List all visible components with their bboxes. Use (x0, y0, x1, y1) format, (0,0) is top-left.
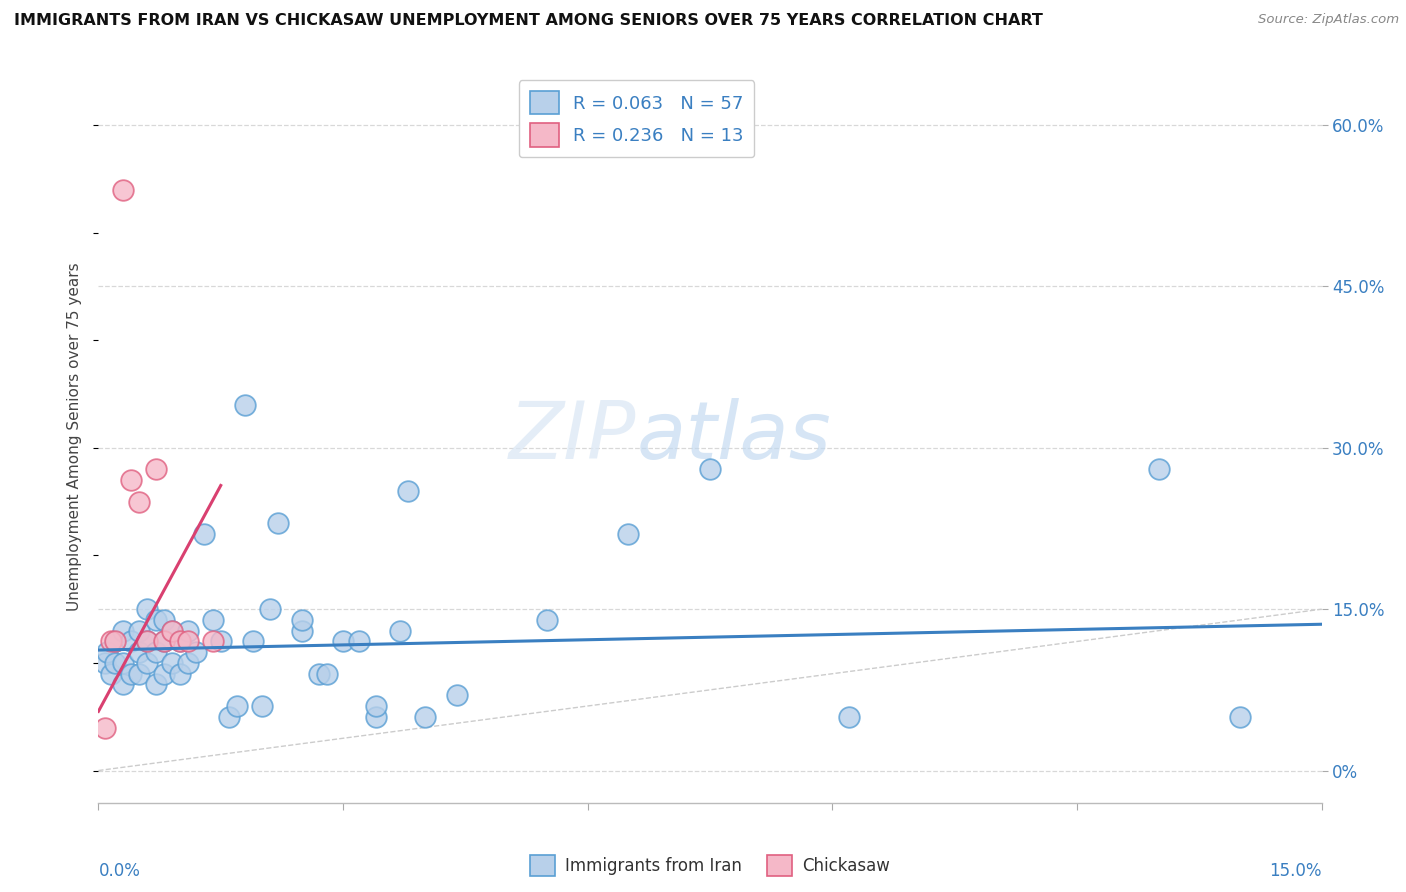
Text: 15.0%: 15.0% (1270, 862, 1322, 880)
Point (128, 624, 150, 638)
Point (699, 462, 721, 476)
Point (315, 666, 337, 681)
Point (145, 645, 167, 659)
Point (1147, 462, 1170, 476)
Point (136, 602, 159, 616)
Point (617, 527, 640, 541)
Point (160, 656, 183, 670)
Y-axis label: Unemployment Among Seniors over 75 years: Unemployment Among Seniors over 75 years (67, 263, 83, 611)
Point (136, 634, 159, 648)
Point (145, 613, 167, 627)
Point (111, 183, 134, 197)
Point (120, 634, 142, 648)
Point (364, 710, 387, 724)
Point (100, 666, 122, 681)
Point (291, 624, 314, 638)
Text: atlas: atlas (637, 398, 831, 476)
Text: ZIP: ZIP (509, 398, 637, 476)
Point (104, 656, 127, 670)
Point (250, 698, 273, 713)
Point (226, 698, 249, 713)
Text: IMMIGRANTS FROM IRAN VS CHICKASAW UNEMPLOYMENT AMONG SENIORS OVER 75 YEARS CORRE: IMMIGRANTS FROM IRAN VS CHICKASAW UNEMPL… (14, 13, 1043, 29)
Point (177, 634, 200, 648)
Point (152, 634, 174, 648)
Point (160, 624, 183, 638)
Point (186, 645, 208, 659)
Point (120, 666, 142, 681)
Point (193, 527, 215, 541)
Point (100, 634, 122, 648)
Point (396, 483, 419, 498)
Point (177, 656, 200, 670)
Point (209, 634, 232, 648)
Point (152, 666, 174, 681)
Point (128, 666, 150, 681)
Text: Source: ZipAtlas.com: Source: ZipAtlas.com (1258, 13, 1399, 27)
Point (104, 634, 127, 648)
Text: 0.0%: 0.0% (98, 862, 141, 880)
Point (332, 634, 354, 648)
Point (536, 613, 558, 627)
Point (218, 710, 240, 724)
Point (201, 613, 224, 627)
Point (128, 645, 150, 659)
Point (242, 634, 264, 648)
Point (169, 666, 191, 681)
Point (94, 721, 117, 735)
Point (349, 634, 371, 648)
Point (364, 698, 387, 713)
Point (145, 462, 167, 476)
Point (111, 677, 134, 691)
Point (120, 473, 142, 487)
Point (136, 634, 159, 648)
Point (308, 666, 330, 681)
Point (152, 613, 174, 627)
Point (233, 398, 256, 412)
Point (152, 634, 174, 648)
Point (838, 710, 860, 724)
Point (160, 624, 183, 638)
Point (169, 634, 191, 648)
Point (94, 656, 117, 670)
Point (201, 634, 224, 648)
Point (389, 624, 412, 638)
Point (446, 688, 468, 702)
Point (128, 494, 150, 508)
Legend: Immigrants from Iran, Chickasaw: Immigrants from Iran, Chickasaw (523, 848, 897, 882)
Point (136, 656, 159, 670)
Point (1229, 710, 1251, 724)
Point (104, 634, 127, 648)
Point (291, 613, 314, 627)
Point (169, 634, 191, 648)
Point (177, 624, 200, 638)
Point (267, 516, 290, 530)
Point (96, 645, 118, 659)
Point (111, 656, 134, 670)
Point (259, 602, 281, 616)
Point (413, 710, 436, 724)
Point (145, 677, 167, 691)
Point (111, 624, 134, 638)
